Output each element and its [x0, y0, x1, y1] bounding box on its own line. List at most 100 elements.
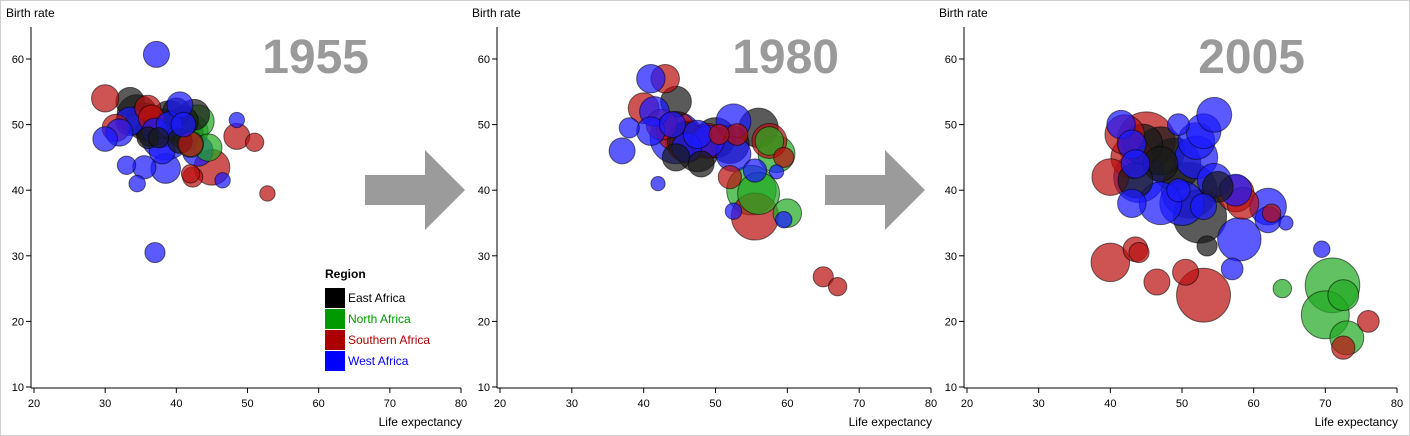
bubble-west-africa[interactable]	[618, 117, 640, 139]
bubble-west-africa[interactable]	[775, 210, 793, 229]
bubble-west-africa[interactable]	[144, 241, 166, 264]
bubble-west-africa[interactable]	[1313, 240, 1331, 258]
bubble-southern-africa[interactable]	[1261, 203, 1282, 223]
chart-panel-2005: 20 30 40 50 60 70 80 10 20 30 40 50 60 Birth rate Life…	[939, 6, 1403, 429]
bubble-east-africa[interactable]	[1196, 235, 1218, 257]
bubble-west-africa[interactable]	[170, 111, 197, 138]
x-tick-label: 60	[1248, 398, 1260, 410]
bubble-west-africa[interactable]	[650, 176, 666, 192]
bubble-southern-africa[interactable]	[812, 266, 834, 288]
bubble-east-africa[interactable]	[1201, 171, 1234, 203]
bubble-west-africa[interactable]	[1120, 149, 1151, 179]
arrow-1955-to-1980	[365, 150, 465, 230]
y-tick-label: 60	[478, 54, 490, 66]
x-tick-label: 30	[99, 398, 111, 410]
bubbles	[1090, 96, 1380, 360]
bubble-west-africa[interactable]	[1217, 217, 1262, 262]
x-tick-label: 70	[853, 398, 865, 410]
bubble-north-africa[interactable]	[754, 126, 785, 156]
legend-swatch	[325, 330, 345, 350]
bubble-southern-africa[interactable]	[827, 276, 848, 297]
bubble-north-africa[interactable]	[1327, 279, 1360, 312]
bubble-west-africa[interactable]	[742, 158, 768, 183]
bubble-west-africa[interactable]	[1220, 257, 1244, 281]
bubble-west-africa[interactable]	[658, 111, 686, 139]
y-tick-label: 40	[945, 185, 957, 197]
bubble-west-africa[interactable]	[128, 174, 146, 193]
bubble-southern-africa[interactable]	[1356, 310, 1380, 333]
arrow-1980-to-2005	[825, 150, 925, 230]
y-axis-title: Birth rate	[472, 6, 521, 20]
x-tick-label: 40	[170, 398, 182, 410]
bubble-west-africa[interactable]	[724, 202, 743, 220]
x-tick-label: 50	[1176, 398, 1188, 410]
legend-swatch	[325, 288, 345, 308]
y-tick-label: 50	[945, 120, 957, 132]
x-tick-label: 70	[384, 398, 396, 410]
y-tick-label: 60	[945, 54, 957, 66]
x-tick-label: 70	[1319, 398, 1331, 410]
bubble-west-africa[interactable]	[636, 63, 666, 94]
legend-label: West Africa	[348, 354, 409, 368]
bubble-southern-africa[interactable]	[180, 164, 201, 184]
bubble-west-africa[interactable]	[1196, 96, 1233, 133]
chart-panel-1980: 20 30 40 50 60 70 80 10 20 30 40 50 60 Birth rate Life…	[472, 6, 937, 429]
bubble-west-africa[interactable]	[768, 164, 785, 180]
bubble-west-africa[interactable]	[1278, 215, 1294, 231]
bubble-southern-africa[interactable]	[91, 84, 120, 113]
y-tick-label: 60	[12, 54, 24, 66]
legend: Region East Africa North Africa Southern A…	[325, 267, 430, 371]
bubble-west-africa[interactable]	[682, 119, 713, 150]
bubble-west-africa[interactable]	[1166, 178, 1191, 203]
year-label: 1980	[732, 31, 839, 84]
x-tick-label: 80	[455, 398, 467, 410]
bubble-west-africa[interactable]	[228, 111, 246, 129]
year-label: 2005	[1198, 31, 1305, 84]
y-tick-label: 10	[12, 382, 24, 394]
x-tick-label: 30	[566, 398, 578, 410]
x-tick-label: 60	[313, 398, 325, 410]
bubble-southern-africa[interactable]	[259, 185, 276, 202]
y-tick-label: 10	[478, 382, 490, 394]
bubble-southern-africa[interactable]	[717, 164, 742, 190]
bubble-west-africa[interactable]	[214, 172, 231, 189]
bubbles	[91, 40, 276, 264]
legend-swatch	[325, 309, 345, 329]
x-tick-label: 50	[241, 398, 253, 410]
year-label: 1955	[262, 31, 369, 84]
bubble-north-africa[interactable]	[1272, 278, 1293, 299]
bubble-west-africa[interactable]	[116, 155, 137, 175]
y-tick-label: 50	[478, 120, 490, 132]
bubble-southern-africa[interactable]	[708, 123, 730, 146]
legend-swatch	[325, 351, 345, 371]
x-tick-label: 80	[1391, 398, 1403, 410]
y-tick-label: 20	[945, 316, 957, 328]
bubble-west-africa[interactable]	[92, 126, 118, 152]
x-tick-label: 20	[494, 398, 506, 410]
legend-title: Region	[325, 267, 366, 281]
y-tick-label: 30	[945, 251, 957, 263]
bubble-southern-africa[interactable]	[1172, 258, 1200, 286]
bubble-west-africa[interactable]	[608, 137, 636, 165]
bubble-southern-africa[interactable]	[1143, 268, 1171, 296]
x-tick-label: 60	[781, 398, 793, 410]
bubble-west-africa[interactable]	[1117, 188, 1147, 219]
bubble-east-africa[interactable]	[147, 127, 170, 149]
bubble-west-africa[interactable]	[1190, 193, 1217, 221]
bubble-east-africa[interactable]	[661, 143, 691, 172]
y-tick-label: 30	[12, 251, 24, 263]
bubble-southern-africa[interactable]	[1331, 335, 1356, 360]
x-axis-title: Life expectancy	[1315, 415, 1398, 429]
bubble-west-africa[interactable]	[1167, 113, 1190, 136]
bubble-southern-africa[interactable]	[1128, 241, 1150, 264]
bubble-southern-africa[interactable]	[773, 146, 795, 168]
bubble-southern-africa[interactable]	[1090, 242, 1131, 283]
bubble-east-africa[interactable]	[687, 150, 715, 178]
x-axis-title: Life expectancy	[379, 415, 462, 429]
y-tick-label: 50	[12, 120, 24, 132]
x-tick-label: 50	[709, 398, 721, 410]
bubble-west-africa[interactable]	[142, 40, 170, 68]
legend-label: Southern Africa	[348, 333, 430, 347]
bubble-southern-africa[interactable]	[244, 132, 265, 153]
